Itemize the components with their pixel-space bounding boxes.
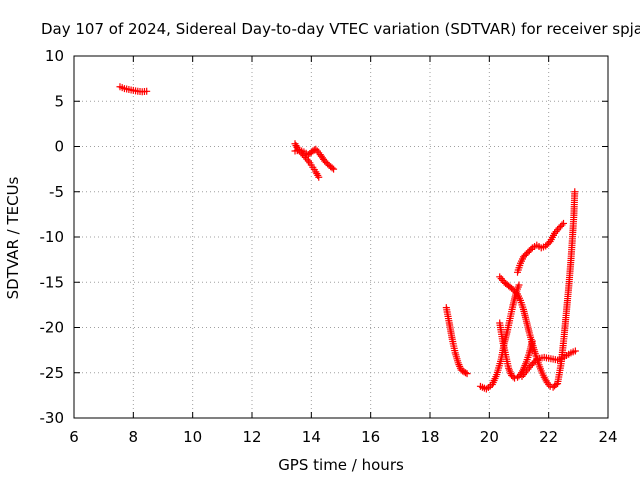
data-point: [322, 158, 330, 166]
x-tick-label: 24: [598, 428, 617, 446]
data-point: [509, 285, 517, 293]
x-tick-label: 20: [480, 428, 499, 446]
tick-layer: 6 8 10 12 14 16 18 20 22 24 -30 -25 -20 -15 -10 -5 0 5 10: [40, 47, 618, 446]
data-point: [528, 360, 536, 368]
data-series: [116, 83, 151, 96]
data-point: [511, 287, 519, 295]
x-tick-label: 14: [302, 428, 321, 446]
data-point: [543, 241, 551, 249]
x-tick-label: 16: [361, 428, 380, 446]
y-tick-label: 5: [54, 92, 64, 110]
data-series: [291, 145, 338, 173]
data-point: [310, 146, 318, 154]
data-series: [514, 219, 567, 276]
data-point: [557, 222, 565, 230]
data-point: [558, 221, 566, 229]
data-series: [442, 304, 471, 378]
data-point: [524, 248, 532, 256]
data-point: [571, 188, 579, 196]
data-point: [527, 245, 535, 253]
chart-title: Day 107 of 2024, Sidereal Day-to-day VTE…: [41, 20, 640, 38]
x-tick-label: 18: [420, 428, 439, 446]
data-points: [116, 83, 579, 393]
data-point: [512, 289, 520, 297]
x-tick-label: 8: [129, 428, 139, 446]
data-point: [527, 362, 535, 370]
data-point: [525, 247, 533, 255]
x-tick-label: 6: [69, 428, 79, 446]
x-tick-label: 10: [183, 428, 202, 446]
x-axis-label: GPS time / hours: [278, 456, 404, 474]
data-point: [143, 87, 151, 95]
data-series: [496, 273, 560, 391]
data-point: [545, 239, 553, 247]
data-series: [496, 319, 536, 382]
y-tick-label: -25: [40, 364, 65, 382]
data-point: [511, 374, 519, 382]
y-axis-label: SDTVAR / TECUs: [4, 176, 22, 299]
y-tick-label: -30: [40, 409, 65, 427]
data-point: [515, 281, 523, 289]
y-tick-label: -5: [49, 183, 64, 201]
data-point: [542, 242, 550, 250]
data-point: [571, 347, 579, 355]
x-tick-label: 22: [539, 428, 558, 446]
data-point: [321, 157, 329, 165]
data-point: [462, 369, 470, 377]
data-point: [521, 251, 529, 259]
y-tick-label: -15: [40, 273, 65, 291]
data-point: [560, 219, 567, 227]
y-tick-label: -10: [40, 228, 65, 246]
data-series: [554, 188, 579, 388]
data-point: [530, 358, 538, 366]
data-point: [328, 164, 336, 172]
data-point: [463, 370, 471, 378]
grid-layer: [74, 56, 608, 418]
y-tick-label: 0: [54, 138, 64, 156]
data-point: [519, 253, 527, 261]
data-point: [330, 165, 338, 173]
y-tick-label: 10: [45, 47, 64, 65]
data-point: [555, 224, 563, 232]
x-tick-label: 12: [242, 428, 261, 446]
data-point: [315, 173, 323, 181]
data-point: [522, 250, 530, 258]
y-tick-label: -20: [40, 319, 65, 337]
data-series: [518, 347, 579, 380]
data-series: [291, 140, 323, 181]
